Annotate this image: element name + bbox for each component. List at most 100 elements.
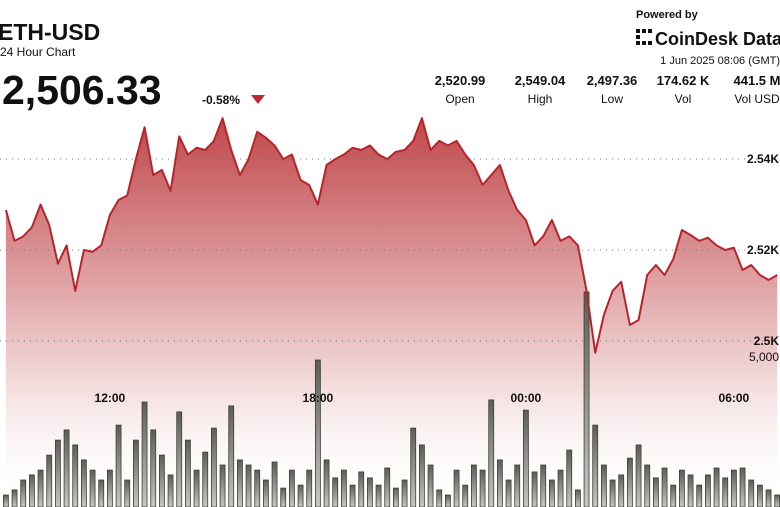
volume-bar — [236, 459, 243, 507]
volume-bar — [730, 469, 737, 507]
volume-bar — [635, 444, 642, 507]
change: -0.58% — [202, 93, 240, 107]
volume-bar — [358, 471, 365, 507]
volume-bar — [288, 469, 295, 507]
volume-bar — [574, 489, 581, 507]
volume-bar — [401, 479, 408, 507]
stat-value: 2,497.36 — [587, 73, 638, 88]
stat-value: 2,549.04 — [515, 73, 566, 88]
volume-bar — [11, 489, 18, 507]
volume-bar — [618, 474, 625, 507]
volume-bar — [410, 427, 417, 507]
volume-bar — [20, 479, 27, 507]
stat-label: Vol USD — [734, 92, 780, 106]
volume-bar — [453, 469, 460, 507]
volume-bar — [392, 487, 399, 507]
volume-bar — [366, 477, 373, 507]
volume-bar — [219, 464, 226, 507]
volume-bar — [106, 469, 113, 507]
volume-bar — [245, 464, 252, 507]
volume-bar — [28, 474, 35, 507]
stat-label: Low — [601, 92, 623, 106]
volume-bar — [323, 459, 330, 507]
volume-bar — [280, 487, 287, 507]
volume-bar — [418, 444, 425, 507]
price-line — [4, 117, 778, 354]
volume-bar — [150, 429, 157, 507]
volume-bar — [37, 469, 44, 507]
volume-bar — [167, 474, 174, 507]
timestamp: 1 Jun 2025 08:06 (GMT) — [660, 55, 780, 67]
volume-bar — [592, 424, 599, 507]
x-tick-label: 12:00 — [95, 391, 126, 405]
volume-bar — [54, 439, 61, 507]
volume-bar — [479, 469, 486, 507]
volume-bar — [765, 489, 772, 507]
logo-icon — [636, 29, 652, 45]
brand: CoinDesk Data — [655, 29, 780, 49]
volume-bar — [496, 459, 503, 507]
volume-bar — [89, 469, 96, 507]
volume-bar — [46, 454, 53, 507]
volume-bar — [184, 439, 191, 507]
volume-bar — [202, 451, 209, 507]
volume-bar — [583, 291, 590, 507]
x-tick-label: 18:00 — [303, 391, 334, 405]
stat-value: 174.62 K — [657, 73, 710, 88]
volume-bar — [80, 459, 87, 507]
stat-value: 2,520.99 — [435, 73, 486, 88]
volume-bar — [141, 401, 148, 507]
chart-title: ETH-USD — [0, 19, 100, 45]
x-tick-label: 06:00 — [719, 391, 750, 405]
down-arrow — [251, 95, 265, 104]
volume-bar — [566, 449, 573, 507]
volume-bar — [72, 444, 79, 507]
stat-label: Vol — [675, 92, 692, 106]
volume-bar — [488, 399, 495, 507]
volume-bar — [297, 484, 304, 507]
volume-bar — [210, 427, 217, 507]
y-tick-label: 2.5K — [754, 334, 780, 348]
volume-bar — [228, 405, 235, 507]
price: 2,506.33 — [2, 67, 162, 113]
volume-bar — [748, 479, 755, 507]
stat-value: 441.5 M — [734, 73, 780, 88]
x-tick-label: 00:00 — [511, 391, 542, 405]
volume-bar — [306, 469, 313, 507]
volume-bar — [505, 479, 512, 507]
y2-tick-label: 5,000 — [749, 350, 779, 364]
stat-label: High — [528, 92, 553, 106]
y-tick-label: 2.52K — [747, 243, 779, 257]
volume-bar — [124, 479, 131, 507]
volume-bar — [427, 464, 434, 507]
volume-bar — [644, 464, 651, 507]
volume-bar — [687, 474, 694, 507]
volume-bar — [375, 484, 382, 507]
volume-bar — [522, 409, 529, 507]
volume-bar — [626, 457, 633, 507]
volume-bar — [436, 489, 443, 507]
volume-bar — [661, 467, 668, 507]
volume-bar — [548, 479, 555, 507]
volume-bar — [384, 467, 391, 507]
y-tick-label: 2.54K — [747, 152, 779, 166]
volume-bar — [670, 484, 677, 507]
volume-bar — [557, 469, 564, 507]
volume-bar — [158, 454, 165, 507]
volume-bar — [696, 484, 703, 507]
volume-bar — [271, 461, 278, 507]
volume-bar — [600, 464, 607, 507]
volume-bar — [713, 467, 720, 507]
volume-bar — [132, 439, 139, 507]
volume-bar — [462, 484, 469, 507]
volume-bar — [314, 359, 321, 507]
volume-bar — [756, 484, 763, 507]
volume-bar — [774, 494, 780, 507]
volume-bar — [531, 471, 538, 507]
volume-bar — [470, 464, 477, 507]
volume-bar — [115, 424, 122, 507]
volume-bar — [514, 464, 521, 507]
volume-bar — [349, 484, 356, 507]
volume-bar — [540, 464, 547, 507]
